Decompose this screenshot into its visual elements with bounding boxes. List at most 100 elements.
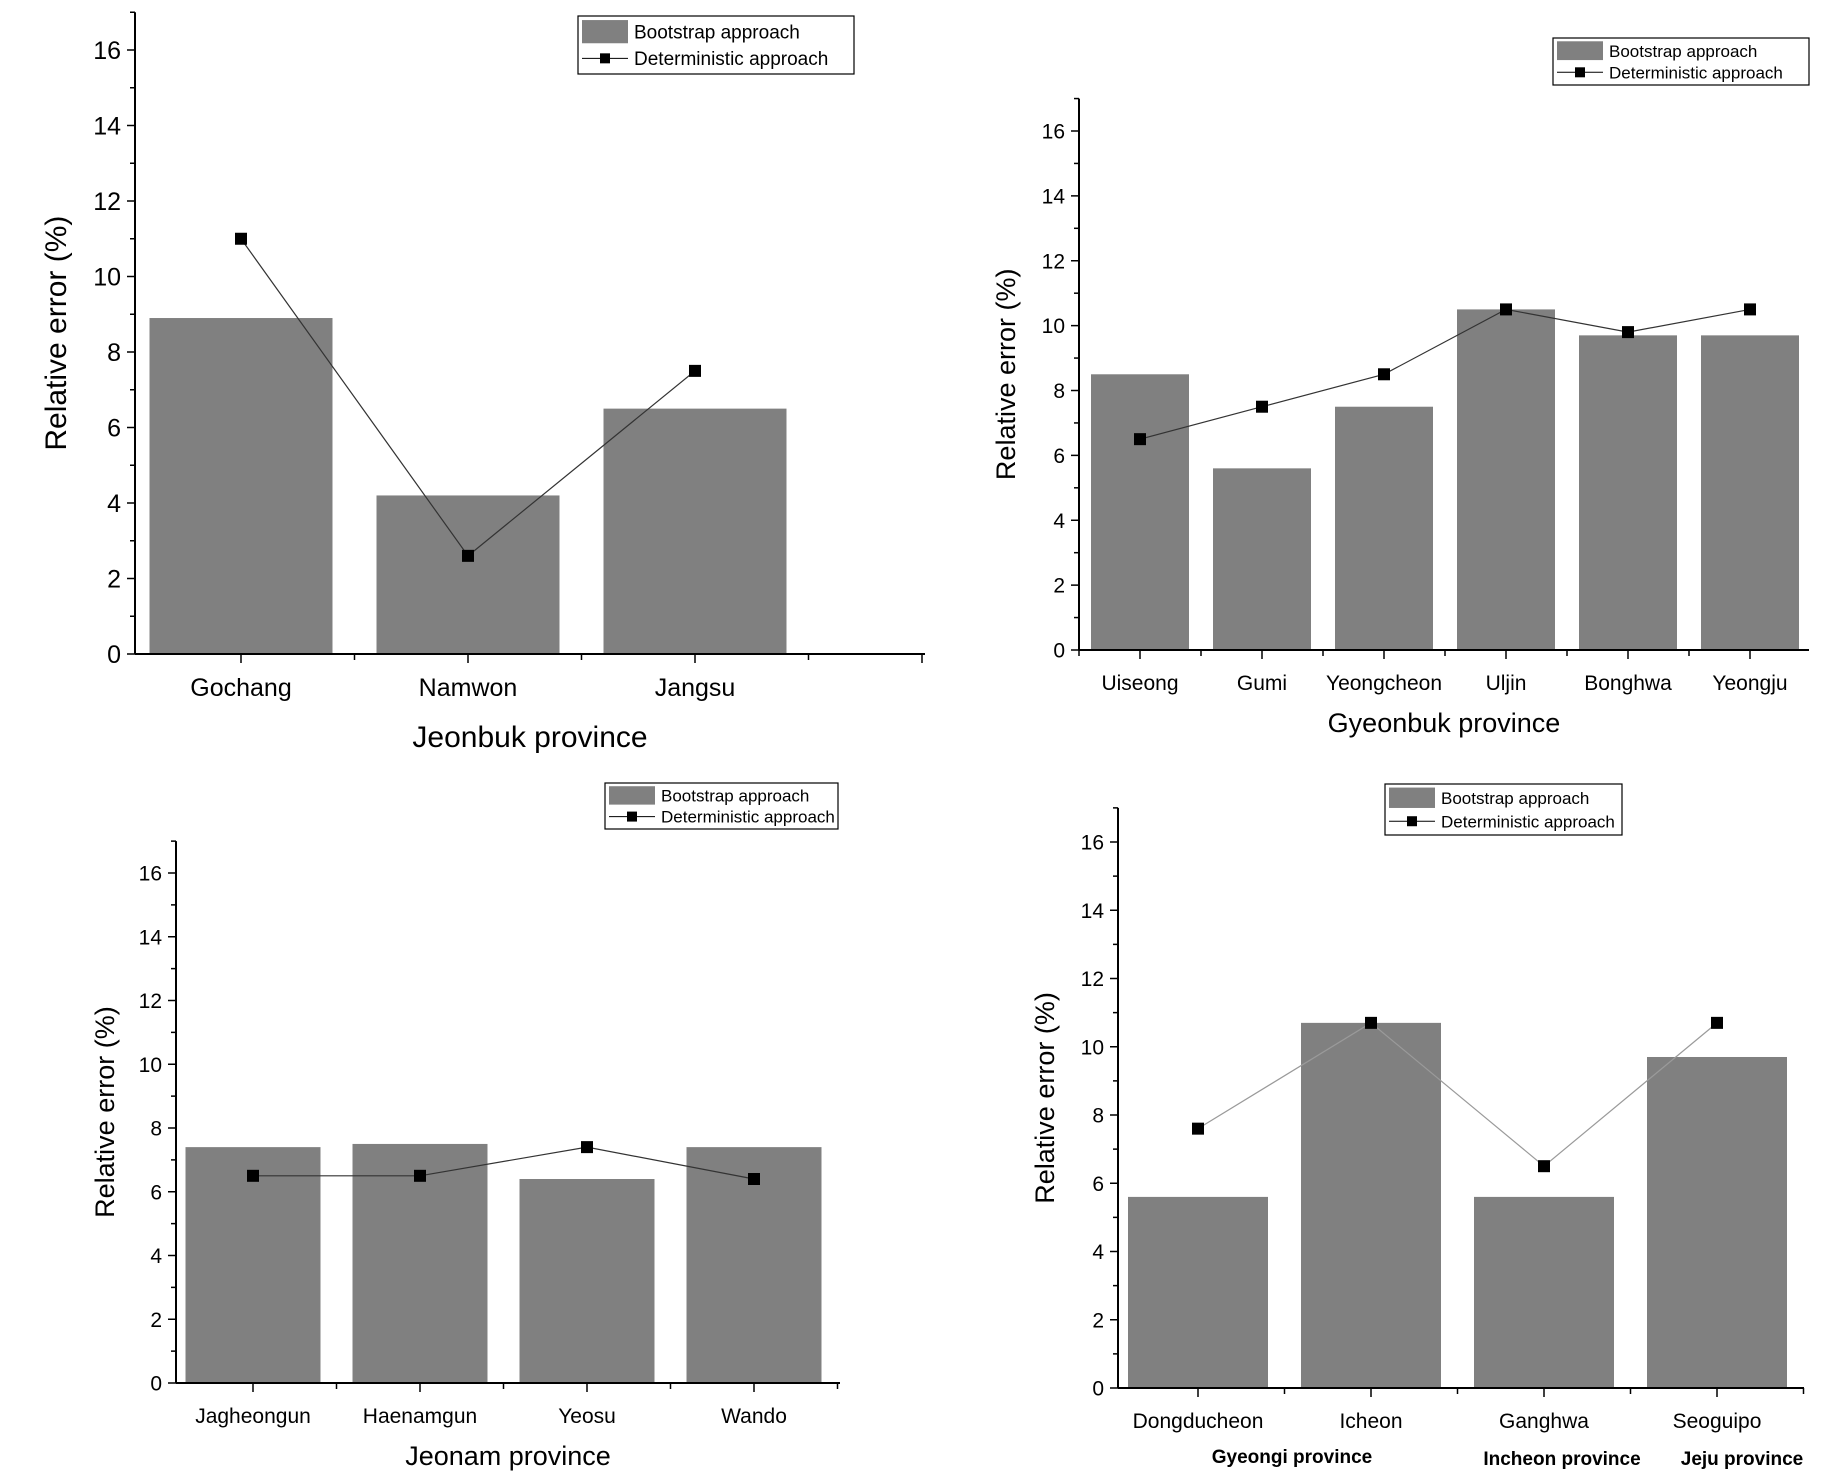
- legend-swatch-bar: [582, 20, 628, 44]
- legend-swatch-marker: [1575, 67, 1585, 78]
- legend-swatch-bar: [1389, 787, 1435, 808]
- y-tick-label: 4: [150, 1245, 162, 1268]
- marker-gumi: [1256, 400, 1268, 413]
- y-tick-label: 4: [1053, 510, 1065, 533]
- marker-yeongju: [1744, 303, 1756, 316]
- legend: Bootstrap approach Deterministic approach: [1384, 783, 1623, 836]
- x-tick-label-jagheongun: Jagheongun: [195, 1405, 311, 1428]
- y-tick-label: 0: [107, 641, 121, 669]
- legend: Bootstrap approach Deterministic approach: [577, 15, 855, 75]
- marker-yeongcheon: [1378, 368, 1390, 381]
- y-tick-label: 0: [150, 1373, 162, 1396]
- marker-seoguipo: [1711, 1016, 1723, 1029]
- x-tick-label-uiseong: Uiseong: [1101, 672, 1178, 695]
- chart-panel-2: 0 2 4 6 8 10 12 14 16 Uiseong Gumi Yeongcheon Uljin B…: [991, 37, 1810, 738]
- x-tick-label-dongducheon: Dongducheon: [1133, 1410, 1264, 1433]
- y-tick-label: 6: [107, 415, 121, 443]
- y-tick-label: 12: [139, 990, 162, 1013]
- legend-label-deterministic: Deterministic approach: [634, 49, 828, 70]
- bar-icheon: [1301, 1022, 1441, 1388]
- y-tick-label: 12: [93, 188, 121, 216]
- y-tick-label: 2: [150, 1309, 162, 1332]
- bar-uljin: [1457, 309, 1555, 650]
- marker-icheon: [1365, 1016, 1377, 1029]
- deterministic-series-line: [1197, 1022, 1718, 1167]
- y-tick-label: 8: [1053, 380, 1065, 403]
- legend-swatch-bar: [1557, 41, 1603, 61]
- marker-namwon: [462, 549, 474, 562]
- legend: Bootstrap approach Deterministic approach: [1552, 37, 1810, 86]
- y-tick-label: 14: [1081, 900, 1105, 923]
- legend-label-deterministic: Deterministic approach: [661, 808, 835, 827]
- x-tick-label-wando: Wando: [721, 1405, 787, 1428]
- x-axis-title: Jeonam province: [405, 1441, 611, 1471]
- bar-seoguipo: [1647, 1056, 1787, 1388]
- bar-yeongcheon: [1335, 406, 1433, 650]
- bar-jagheongun: [185, 1147, 321, 1383]
- legend-swatch-marker: [1407, 816, 1417, 827]
- x-tick-label-haenamgun: Haenamgun: [363, 1405, 477, 1428]
- x-tick-label-yeongcheon: Yeongcheon: [1326, 672, 1442, 695]
- y-tick-label: 2: [107, 566, 121, 594]
- bar-haenamgun: [352, 1143, 488, 1383]
- legend-label-deterministic: Deterministic approach: [1609, 63, 1783, 82]
- x-axis-title: Gyeonbuk province: [1328, 708, 1561, 738]
- deterministic-series-line: [1139, 308, 1751, 440]
- marker-ganghwa: [1538, 1160, 1550, 1173]
- bar-yeosu: [519, 1179, 655, 1383]
- y-tick-label: 8: [1092, 1105, 1104, 1128]
- legend-label-bootstrap: Bootstrap approach: [1441, 789, 1589, 808]
- deterministic-series-line: [253, 1146, 755, 1180]
- x-tick-label-ganghwa: Ganghwa: [1499, 1410, 1589, 1433]
- y-tick-label: 4: [107, 490, 121, 518]
- y-tick-label: 8: [150, 1118, 162, 1141]
- marker-dongducheon: [1192, 1122, 1204, 1135]
- x-tick-label-yeosu: Yeosu: [558, 1405, 616, 1428]
- y-tick-label: 12: [1042, 250, 1065, 273]
- marker-haenamgun: [414, 1169, 426, 1182]
- marker-bonghwa: [1622, 326, 1634, 339]
- y-tick-label: 4: [1092, 1241, 1104, 1264]
- chart-panel-1: 0 2 4 6 8 10 12 14 16 Gochang Namwon Jangsu Jeonbuk …: [40, 11, 925, 754]
- y-tick-label: 14: [1042, 185, 1066, 208]
- y-tick-label: 16: [93, 37, 121, 65]
- x-tick-label-icheon: Icheon: [1339, 1410, 1402, 1433]
- y-tick-label: 14: [139, 926, 163, 949]
- y-tick-label: 16: [139, 863, 162, 886]
- legend: Bootstrap approach Deterministic approach: [604, 782, 839, 830]
- marker-uiseong: [1134, 433, 1146, 446]
- y-tick-label: 0: [1092, 1378, 1104, 1401]
- marker-jangsu: [689, 364, 701, 377]
- y-tick-label: 2: [1053, 575, 1065, 598]
- bar-jangsu: [603, 408, 787, 654]
- y-tick-label: 6: [150, 1181, 162, 1204]
- bar-ganghwa: [1474, 1196, 1614, 1388]
- bar-gochang: [149, 318, 333, 654]
- bar-dongducheon: [1128, 1196, 1268, 1388]
- bar-uiseong: [1091, 374, 1189, 650]
- x-tick-label-gumi: Gumi: [1237, 672, 1287, 695]
- chart-panel-3: 0 2 4 6 8 10 12 14 16 Jagheongun Haenamgun Yeosu Wan…: [90, 782, 840, 1471]
- legend-swatch-bar: [609, 786, 655, 805]
- x-tick-label-yeongju: Yeongju: [1712, 672, 1787, 695]
- legend-label-bootstrap: Bootstrap approach: [661, 787, 809, 806]
- x-tick-label-seoguipo: Seoguipo: [1673, 1410, 1762, 1433]
- y-tick-label: 16: [1081, 832, 1104, 855]
- y-tick-label: 6: [1053, 445, 1065, 468]
- marker-yeosu: [581, 1141, 593, 1154]
- legend-label-bootstrap: Bootstrap approach: [634, 23, 800, 44]
- y-tick-label: 10: [1042, 315, 1065, 338]
- group-label: Jeju province: [1681, 1449, 1804, 1470]
- bar-gumi: [1213, 468, 1311, 650]
- x-tick-label-gochang: Gochang: [190, 674, 291, 702]
- y-axis-title: Relative error (%): [1030, 992, 1060, 1204]
- y-tick-label: 6: [1092, 1173, 1104, 1196]
- group-label: Incheon province: [1483, 1449, 1640, 1470]
- x-axis-title: Jeonbuk province: [412, 721, 647, 754]
- bar-namwon: [376, 495, 560, 654]
- y-tick-label: 10: [93, 264, 121, 292]
- y-tick-label: 10: [1081, 1036, 1104, 1059]
- chart-panel-4: 0 2 4 6 8 10 12 14 16 Dongducheon Icheon Ganghwa Seo…: [1030, 783, 1805, 1470]
- group-label: Gyeongi province: [1212, 1447, 1372, 1468]
